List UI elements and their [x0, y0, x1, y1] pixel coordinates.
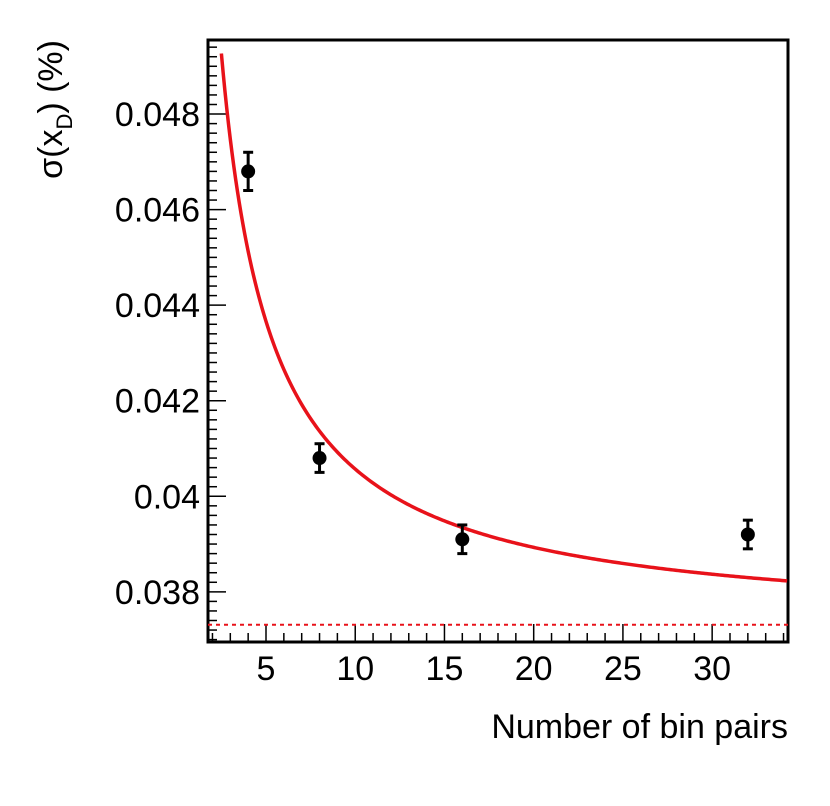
y-tick-label: 0.046 — [115, 192, 200, 230]
axis-ticks — [208, 46, 785, 642]
x-tick-label: 20 — [515, 650, 553, 688]
x-tick-label: 5 — [257, 650, 276, 688]
y-tick-label: 0.042 — [115, 383, 200, 421]
y-axis-label-subscript: D — [52, 114, 77, 130]
data-point — [312, 442, 327, 474]
data-marker — [740, 527, 755, 542]
y-axis-label-prefix: σ(x — [32, 130, 70, 179]
tick-labels: 5 10 15 20 25 30 0.038 0.04 0.042 0.044 0.046 0.048 — [115, 96, 731, 688]
y-tick-label: 0.048 — [115, 96, 200, 134]
axes-frame — [206, 38, 790, 644]
y-tick-label: 0.044 — [115, 287, 200, 325]
plot-area — [208, 53, 788, 626]
data-point — [740, 518, 755, 551]
fit-curve — [219, 53, 788, 583]
plot-frame — [206, 38, 790, 644]
data-marker — [455, 532, 470, 547]
x-tick-label: 15 — [426, 650, 464, 688]
data-point — [455, 523, 470, 556]
y-axis-label: σ(xD) (%) — [32, 40, 77, 179]
data-marker — [241, 164, 256, 179]
x-axis-label: Number of bin pairs — [491, 708, 788, 746]
y-tick-label: 0.038 — [115, 574, 200, 612]
data-point — [241, 150, 256, 192]
data-marker — [312, 451, 327, 466]
x-tick-label: 25 — [604, 650, 642, 688]
x-tick-label: 30 — [693, 650, 731, 688]
y-tick-label: 0.04 — [134, 478, 200, 516]
y-axis-label-suffix: ) (%) — [32, 40, 70, 114]
x-tick-label: 10 — [336, 650, 374, 688]
